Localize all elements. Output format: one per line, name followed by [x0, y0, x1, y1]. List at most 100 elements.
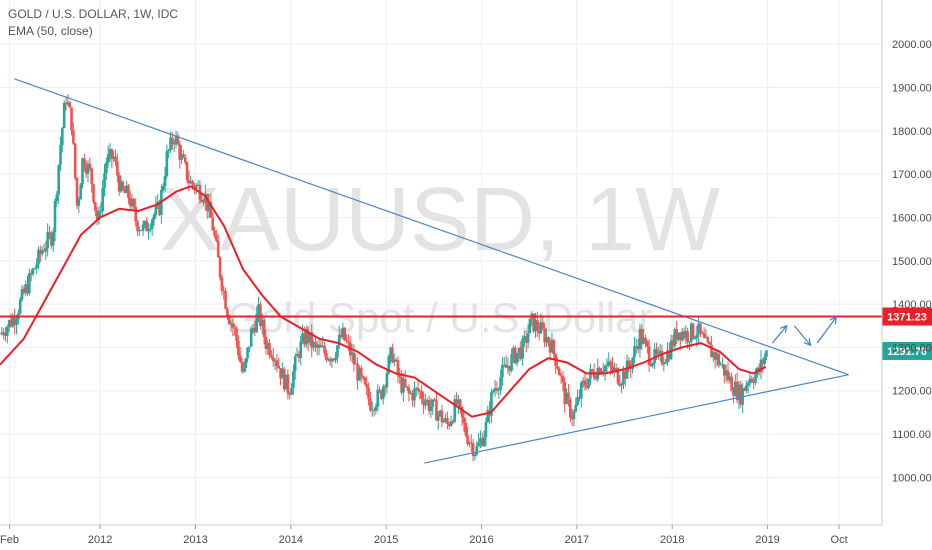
indicator-label[interactable]: EMA (50, close)	[8, 24, 93, 38]
candle-216	[396, 356, 400, 384]
candle-62	[114, 149, 117, 167]
candle-27	[50, 230, 53, 249]
candle-4	[7, 319, 11, 333]
candle-250	[458, 398, 462, 414]
candle-230	[422, 391, 425, 415]
candle-204	[374, 403, 378, 415]
candle-176	[323, 341, 326, 357]
candle-152	[279, 368, 282, 386]
candle-393	[721, 357, 724, 369]
trendline-upper[interactable]	[14, 78, 849, 376]
candle-386	[708, 341, 711, 346]
candle-323	[592, 363, 596, 381]
candle-17	[31, 267, 35, 277]
candle-255	[468, 440, 471, 448]
candle-202	[370, 401, 374, 417]
candle-22	[40, 246, 44, 257]
candle-41	[75, 177, 79, 210]
candle-344	[631, 356, 634, 374]
candle-169	[310, 324, 314, 358]
candle-12	[22, 285, 26, 295]
candle-121	[222, 285, 226, 300]
candle-31	[57, 164, 60, 204]
symbol-label[interactable]: GOLD / U.S. DOLLAR, 1W, IDC	[8, 7, 179, 21]
candle-242	[444, 413, 447, 424]
candle-20	[37, 246, 40, 269]
candle-415	[761, 358, 765, 374]
candle-60	[110, 148, 114, 169]
candle-279	[512, 345, 515, 364]
candle-224	[411, 390, 414, 407]
candle-417	[765, 349, 768, 361]
candle-381	[699, 323, 702, 338]
candle-203	[372, 407, 376, 417]
candle-385	[706, 335, 710, 344]
candle-395	[724, 364, 728, 383]
candle-99	[182, 149, 185, 159]
candle-365	[669, 334, 673, 361]
candle-405	[743, 387, 746, 392]
trendlines[interactable]	[14, 78, 849, 464]
candle-80	[147, 223, 150, 240]
candle-260	[477, 433, 480, 448]
resistance-price-tag	[882, 307, 932, 326]
time-axis[interactable]: Feb 2012 2013 2014 2015 2016 2017 2018 2019 Oct	[0, 524, 882, 546]
candle-249	[457, 395, 460, 414]
candle-91	[167, 148, 170, 158]
candle-38	[70, 107, 73, 136]
candle-205	[376, 384, 380, 412]
candle-371	[680, 328, 684, 343]
candle-384	[704, 329, 708, 339]
time-tick-label: 2018	[660, 534, 684, 546]
candle-208	[381, 383, 385, 405]
candle-353	[647, 339, 651, 373]
candle-274	[502, 357, 506, 368]
candle-187	[343, 327, 347, 342]
candle-181	[332, 358, 336, 362]
candle-318	[583, 372, 587, 391]
candle-98	[180, 145, 183, 165]
candle-154	[282, 366, 286, 393]
candle-252	[462, 410, 466, 432]
price-axis[interactable]: 1000.00 1100.00 1200.00 1300.00 1400.00 1500.…	[881, 0, 932, 525]
candle-54	[99, 202, 103, 218]
candle-258	[473, 453, 477, 461]
candle-139	[255, 306, 259, 333]
candle-158	[290, 383, 293, 396]
candle-24	[44, 240, 48, 260]
candle-53	[97, 206, 101, 225]
candle-197	[361, 375, 365, 380]
candle-297	[545, 328, 548, 347]
price-tick-label: 2000.00	[892, 39, 932, 51]
price-tick-label: 1000.00	[892, 472, 932, 484]
candle-191	[350, 343, 354, 363]
candle-148	[271, 347, 275, 367]
candle-183	[336, 344, 339, 364]
trendline-lower[interactable]	[424, 374, 849, 464]
projection-arrow-2[interactable]	[816, 315, 838, 344]
candle-129	[237, 335, 240, 360]
candle-367	[673, 327, 677, 349]
candle-58	[106, 145, 110, 168]
candle-299	[548, 337, 552, 361]
candle-171	[314, 336, 317, 352]
candle-160	[293, 353, 297, 380]
projection-arrows[interactable]	[771, 315, 838, 347]
candle-150	[275, 353, 279, 373]
candle-373	[684, 325, 688, 345]
candle-257	[471, 438, 475, 462]
candle-46	[84, 160, 88, 179]
time-tick-label: 2015	[374, 534, 398, 546]
candle-304	[557, 366, 561, 376]
candle-79	[145, 217, 148, 232]
projection-arrow-1[interactable]	[793, 325, 812, 347]
candle-184	[337, 325, 341, 350]
candle-376	[689, 322, 693, 348]
projection-arrow-0[interactable]	[771, 324, 788, 344]
candle-61	[112, 150, 115, 163]
candle-8	[15, 314, 18, 335]
candle-414	[759, 350, 763, 380]
horizontal-levels[interactable]: 1371.23 1291.76	[0, 307, 932, 360]
candle-170	[312, 340, 315, 351]
